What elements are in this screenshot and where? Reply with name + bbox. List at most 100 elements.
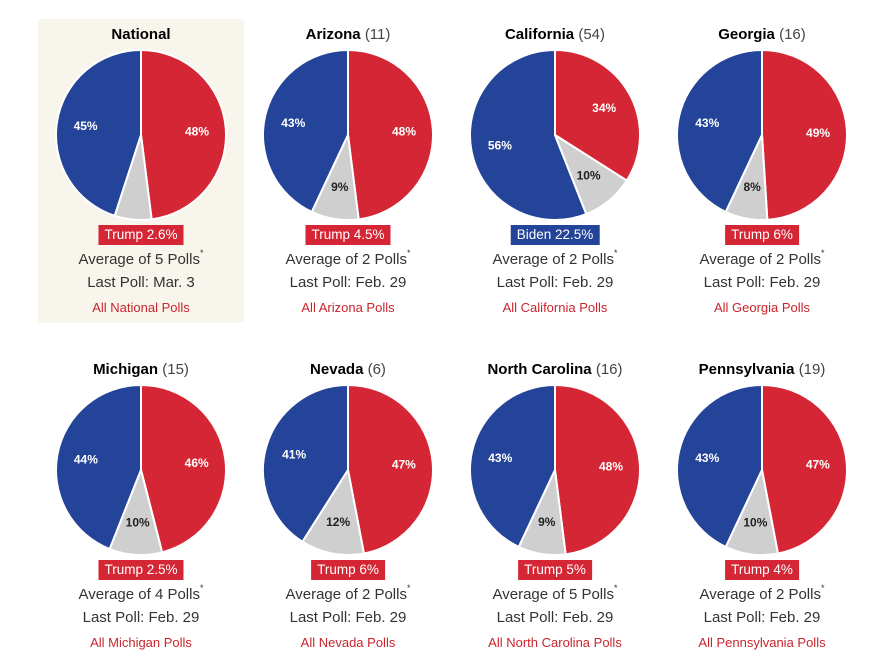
electoral-votes: (11) <box>364 26 391 43</box>
last-poll: Last Poll: Feb. 29 <box>82 609 200 626</box>
pie-label-other: 10% <box>126 516 150 530</box>
leader-badge: Biden 22.5% <box>510 225 600 245</box>
pie-slice-trump <box>140 49 227 221</box>
all-polls-link[interactable]: All Georgia Polls <box>713 300 811 315</box>
leader-badge: Trump 5% <box>518 560 592 580</box>
poll-average: Average of 2 Polls* <box>452 248 658 268</box>
pie-label-other: 10% <box>577 169 601 183</box>
poll-average-text: Average of 5 Polls <box>78 251 200 268</box>
state-name: Pennsylvania <box>698 361 795 378</box>
card-title: National <box>38 26 244 43</box>
electoral-votes: (19) <box>798 361 826 378</box>
poll-average: Average of 2 Polls* <box>659 248 865 268</box>
footnote-marker: * <box>613 583 618 593</box>
pie-label-other: 9% <box>331 180 349 194</box>
electoral-votes: (16) <box>595 361 623 378</box>
footnote-marker: * <box>820 583 825 593</box>
poll-average: Average of 5 Polls* <box>38 248 244 268</box>
leader-badge: Trump 2.5% <box>98 560 184 580</box>
pie-label-biden: 43% <box>695 451 719 465</box>
pie-slice-trump <box>554 384 641 556</box>
state-name: National <box>111 26 171 43</box>
electoral-votes: (6) <box>367 361 386 378</box>
poll-average: Average of 4 Polls* <box>38 583 244 603</box>
pie-label-trump: 47% <box>392 458 416 472</box>
state-name: California <box>504 26 575 43</box>
pie-chart: 43% 48% 9% <box>469 384 641 556</box>
card-title: Pennsylvania (19) <box>659 361 865 378</box>
footnote-marker: * <box>820 248 825 258</box>
pie-slice-biden <box>55 384 142 551</box>
pie-slice-biden <box>676 384 763 548</box>
card-michigan: Michigan (15) 44% 46% 10% Trump 2.5% Avera… <box>38 354 244 658</box>
card-title: Michigan (15) <box>38 361 244 378</box>
pie-label-biden: 44% <box>74 452 98 466</box>
all-polls-link[interactable]: All Michigan Polls <box>90 635 192 650</box>
pie-label-biden: 56% <box>488 139 512 153</box>
all-polls-link[interactable]: All North Carolina Polls <box>488 635 622 650</box>
last-poll: Last Poll: Feb. 29 <box>703 609 821 626</box>
pie-label-biden: 43% <box>695 116 719 130</box>
pie-chart: 43% 48% 9% <box>262 49 434 221</box>
last-poll: Last Poll: Feb. 29 <box>703 274 821 291</box>
pie-slice-other <box>724 469 779 556</box>
pie-slice-other <box>724 134 769 221</box>
poll-average: Average of 2 Polls* <box>659 583 865 603</box>
pie-slice-other <box>108 469 164 556</box>
pie-slice-trump <box>761 384 848 555</box>
footnote-marker: * <box>613 248 618 258</box>
card-pennsylvania: Pennsylvania (19) 43% 47% 10% Trump 4% Ave… <box>659 354 865 658</box>
pie-slice-trump <box>140 384 227 554</box>
poll-average-text: Average of 2 Polls <box>285 251 407 268</box>
pie-label-trump: 48% <box>599 459 623 473</box>
pie-slice-biden <box>676 49 763 213</box>
leader-badge: Trump 6% <box>725 225 799 245</box>
pie-label-trump: 47% <box>806 458 830 472</box>
pie-chart: 41% 47% 12% <box>262 384 434 556</box>
all-polls-link[interactable]: All California Polls <box>502 300 608 315</box>
pie-chart: 43% 47% 10% <box>676 384 848 556</box>
poll-average-text: Average of 4 Polls <box>78 586 200 603</box>
pie-label-biden: 45% <box>74 119 98 133</box>
pie-label-other: 8% <box>743 180 761 194</box>
pie-label-trump: 46% <box>185 456 209 470</box>
footnote-marker: * <box>199 248 204 258</box>
state-name: Nevada <box>310 361 364 378</box>
pie-chart: 45% 48% <box>55 49 227 221</box>
state-name: Michigan <box>93 361 159 378</box>
last-poll: Last Poll: Mar. 3 <box>87 274 195 291</box>
all-polls-link[interactable]: All Nevada Polls <box>300 635 396 650</box>
pie-chart: 43% 49% 8% <box>676 49 848 221</box>
leader-badge: Trump 4% <box>725 560 799 580</box>
state-name: Arizona <box>305 26 361 43</box>
footnote-marker: * <box>199 583 204 593</box>
state-name: Georgia <box>718 26 775 43</box>
card-north-carolina: North Carolina (16) 43% 48% 9% Trump 5% Av… <box>452 354 658 658</box>
pie-slice-trump <box>347 384 434 555</box>
poll-average: Average of 5 Polls* <box>452 583 658 603</box>
card-nevada: Nevada (6) 41% 47% 12% Trump 6% Average of… <box>245 354 451 658</box>
card-title: Nevada (6) <box>245 361 451 378</box>
pie-label-other: 10% <box>743 515 767 529</box>
all-polls-link[interactable]: All National Polls <box>92 300 190 315</box>
all-polls-link[interactable]: All Arizona Polls <box>301 300 395 315</box>
electoral-votes: (54) <box>578 26 606 43</box>
card-title: California (54) <box>452 26 658 43</box>
all-polls-link[interactable]: All Pennsylvania Polls <box>698 635 826 650</box>
pie-chart: 56% 34% 10% <box>469 49 641 221</box>
card-georgia: Georgia (16) 43% 49% 8% Trump 6% Average o… <box>659 19 865 323</box>
pie-slice-other <box>301 469 365 556</box>
poll-average-text: Average of 2 Polls <box>492 251 614 268</box>
poll-average: Average of 2 Polls* <box>245 248 451 268</box>
poll-average-text: Average of 2 Polls <box>699 251 821 268</box>
electoral-votes: (16) <box>779 26 806 43</box>
pie-slice-biden <box>469 49 588 221</box>
pie-slice-other <box>113 134 153 221</box>
last-poll: Last Poll: Feb. 29 <box>289 609 407 626</box>
poll-average-text: Average of 2 Polls <box>285 586 407 603</box>
last-poll: Last Poll: Feb. 29 <box>289 274 407 291</box>
poll-average: Average of 2 Polls* <box>245 583 451 603</box>
pie-slice-other <box>517 469 567 556</box>
pie-label-trump: 34% <box>592 101 616 115</box>
poll-average-text: Average of 5 Polls <box>492 586 614 603</box>
